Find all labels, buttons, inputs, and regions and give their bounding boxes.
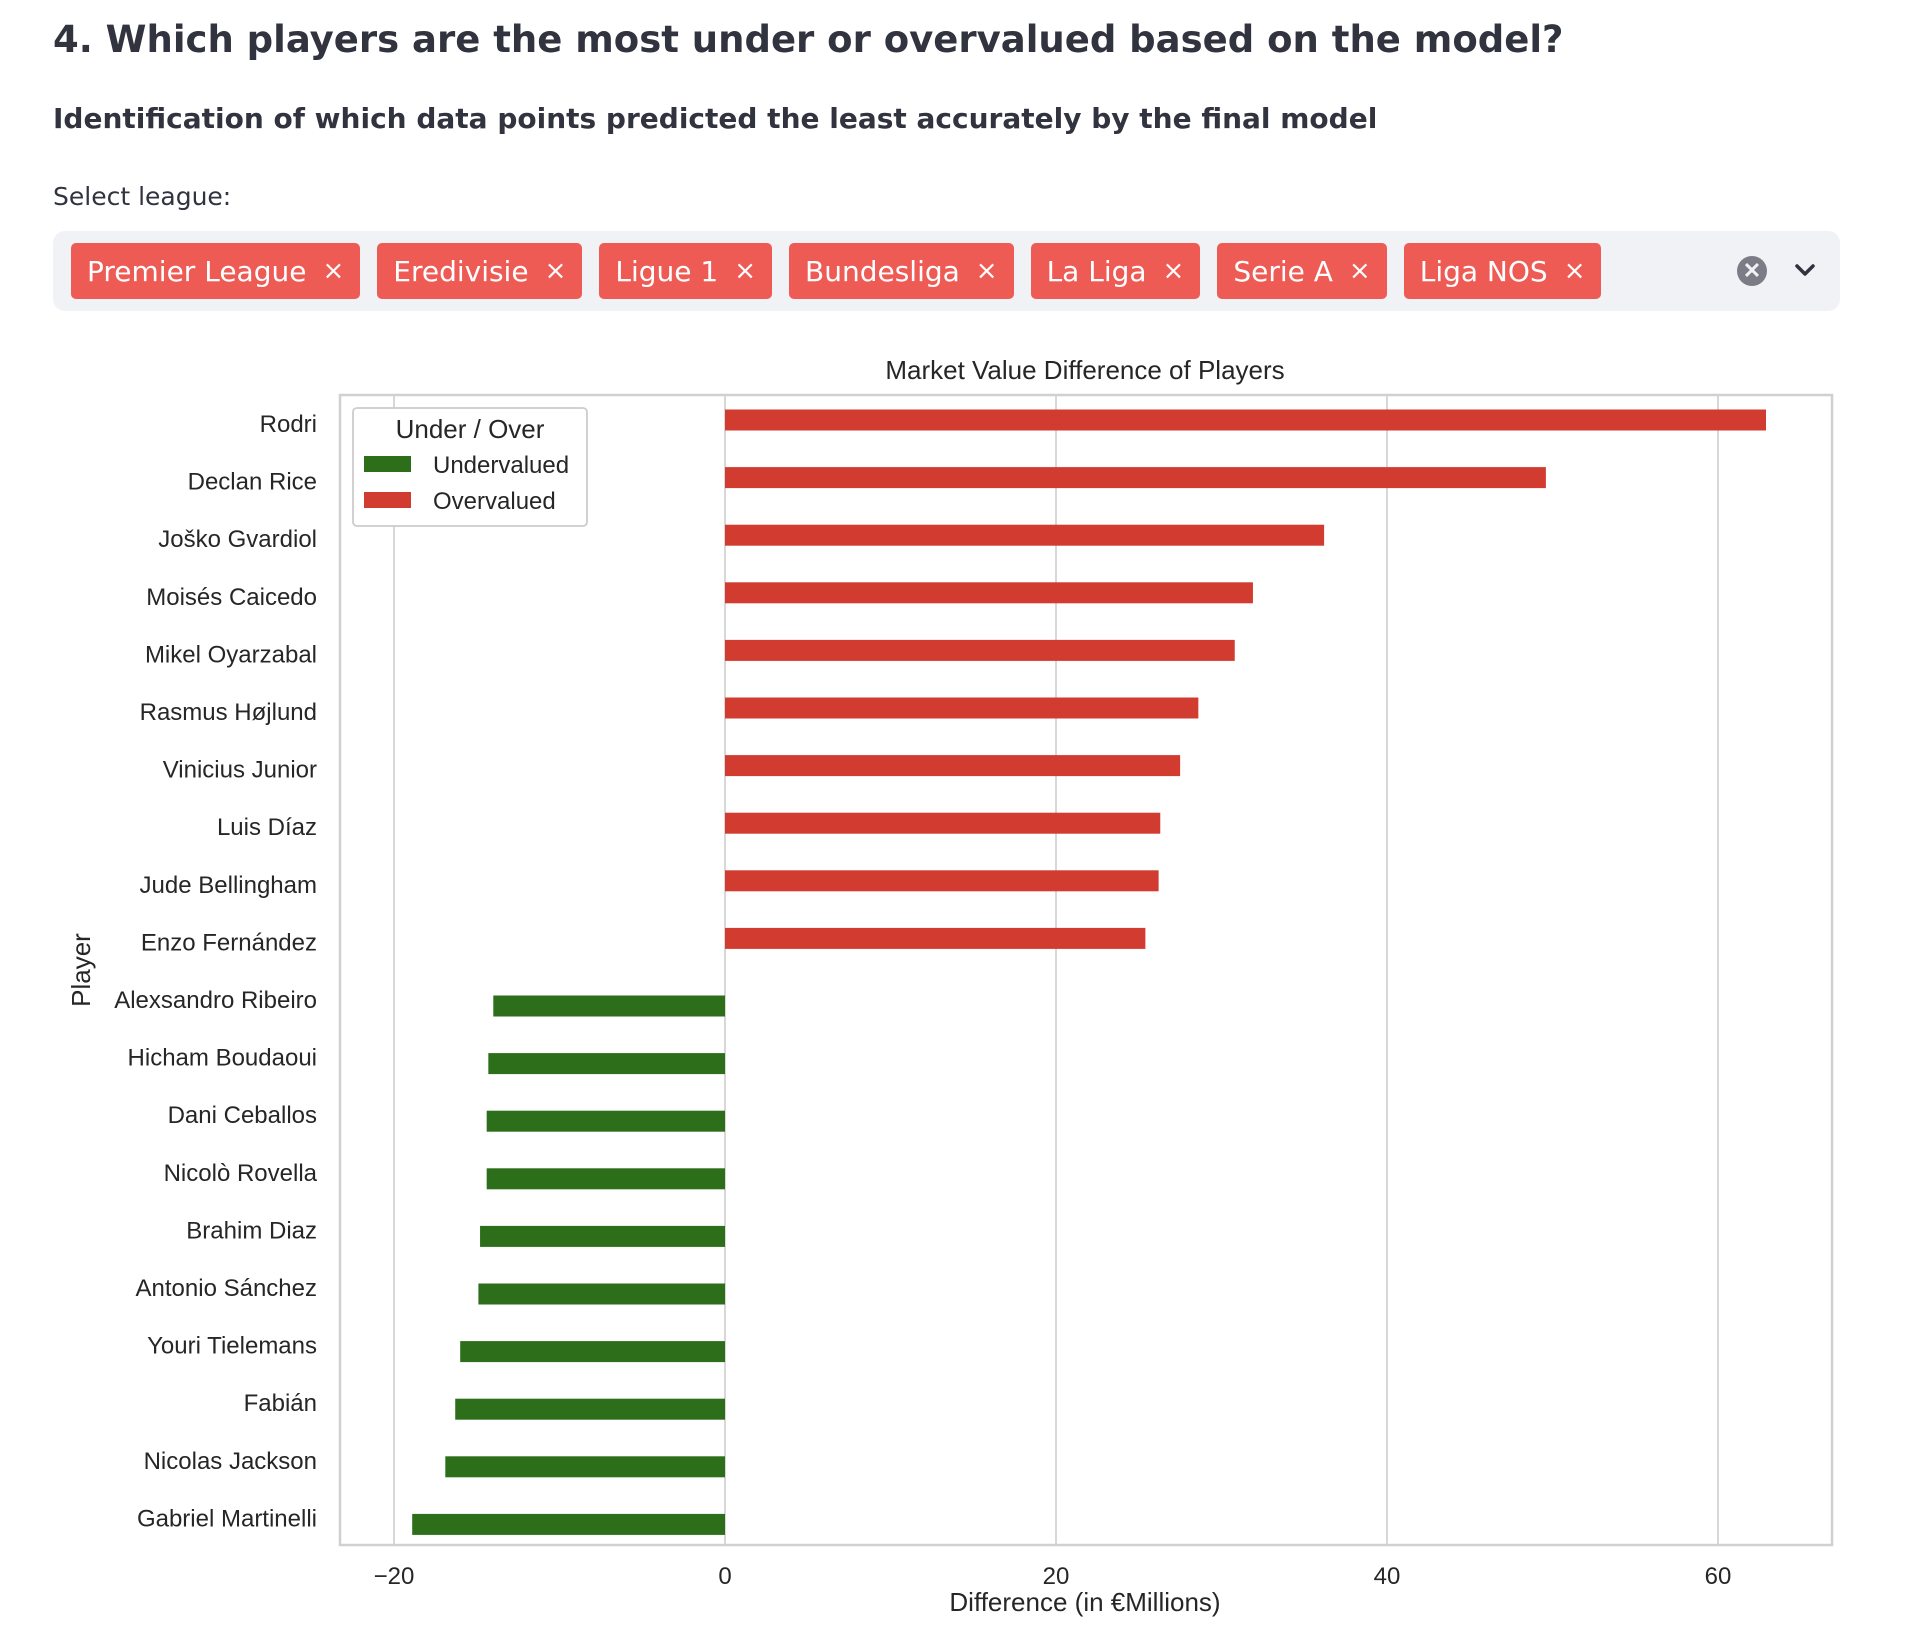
- x-axis-label: Difference (in €Millions): [949, 1587, 1220, 1617]
- market-value-difference-chart: −20 0 20 40 60 Rodri Declan Rice Joško Gvardiol…: [66, 355, 1834, 1617]
- y-axis-label: Player: [66, 933, 96, 1007]
- y-tick-label: Dani Ceballos: [168, 1102, 317, 1129]
- y-tick-label: Vinicius Junior: [163, 757, 317, 784]
- y-tick-label: Gabriel Martinelli: [137, 1505, 317, 1532]
- y-tick-label: Jude Bellingham: [140, 872, 317, 899]
- bar-overvalued: [725, 812, 1161, 834]
- remove-tag-icon[interactable]: ×: [322, 256, 345, 286]
- x-tick-label: 0: [718, 1563, 731, 1590]
- selected-league-tags: Premier League × Eredivisie × Ligue 1 × Bundes…: [71, 243, 1602, 299]
- league-tag-label: Ligue 1: [615, 254, 719, 288]
- bar-undervalued: [486, 1168, 725, 1190]
- bar-overvalued: [725, 755, 1181, 777]
- bar-undervalued: [412, 1513, 725, 1535]
- remove-tag-icon[interactable]: ×: [1348, 256, 1371, 286]
- league-tag: Ligue 1 ×: [599, 243, 772, 299]
- bar-undervalued: [455, 1398, 725, 1420]
- league-tag-label: Eredivisie: [393, 254, 529, 288]
- bar-undervalued: [493, 995, 725, 1017]
- chevron-down-icon[interactable]: [1783, 249, 1827, 293]
- y-tick-label: Enzo Fernández: [141, 929, 317, 956]
- league-tag-label: Premier League: [87, 254, 307, 288]
- bar-undervalued: [445, 1456, 725, 1478]
- legend-title: Under / Over: [396, 414, 545, 444]
- bar-overvalued: [725, 927, 1146, 949]
- bar-undervalued: [460, 1341, 725, 1363]
- league-tag-label: Bundesliga: [805, 254, 960, 288]
- league-tag: Serie A ×: [1217, 243, 1387, 299]
- x-tick-label: 40: [1374, 1563, 1401, 1590]
- x-tick-label: 60: [1705, 1563, 1732, 1590]
- clear-all-icon[interactable]: ✕: [1737, 256, 1767, 286]
- y-tick-label: Fabián: [244, 1390, 317, 1417]
- bar-undervalued: [486, 1110, 725, 1132]
- page-title: 4. Which players are the most under or o…: [53, 18, 1564, 61]
- league-tag-label: Liga NOS: [1419, 254, 1548, 288]
- y-tick-label: Brahim Diaz: [186, 1217, 317, 1244]
- remove-tag-icon[interactable]: ×: [1563, 256, 1586, 286]
- y-tick-label: Hicham Boudaoui: [128, 1045, 317, 1072]
- remove-tag-icon[interactable]: ×: [734, 256, 756, 286]
- remove-tag-icon[interactable]: ×: [544, 256, 567, 286]
- y-tick-label: Joško Gvardiol: [158, 526, 317, 553]
- bar-overvalued: [725, 524, 1325, 546]
- y-tick-label: Mikel Oyarzabal: [145, 641, 317, 668]
- league-tag-label: Serie A: [1233, 254, 1333, 288]
- bar-overvalued: [725, 467, 1546, 489]
- legend-swatch: [364, 492, 411, 508]
- x-tick-label: 20: [1043, 1563, 1070, 1590]
- bar-overvalued: [725, 639, 1235, 661]
- chart-title: Market Value Difference of Players: [885, 355, 1284, 385]
- y-tick-label: Alexsandro Ribeiro: [114, 987, 317, 1014]
- bar-overvalued: [725, 870, 1159, 892]
- y-tick-label: Declan Rice: [188, 469, 317, 496]
- y-tick-label: Nicolas Jackson: [144, 1448, 317, 1475]
- remove-tag-icon[interactable]: ×: [975, 256, 998, 286]
- legend-entry: Overvalued: [433, 488, 556, 515]
- y-tick-label: Antonio Sánchez: [136, 1275, 317, 1302]
- select-league-label: Select league:: [53, 182, 232, 211]
- y-tick-label: Moisés Caicedo: [146, 584, 317, 611]
- league-tag: Liga NOS ×: [1403, 243, 1602, 299]
- bar-undervalued: [488, 1053, 725, 1075]
- bar-overvalued: [725, 409, 1766, 431]
- legend-swatch: [364, 456, 411, 472]
- bar-overvalued: [725, 582, 1253, 604]
- remove-tag-icon[interactable]: ×: [1162, 256, 1185, 286]
- y-tick-label: Luis Díaz: [217, 814, 317, 841]
- league-tag: Eredivisie ×: [377, 243, 583, 299]
- league-tag-label: La Liga: [1046, 254, 1147, 288]
- y-tick-label: Rodri: [260, 411, 317, 438]
- legend-box: [352, 407, 588, 527]
- bar-overvalued: [725, 697, 1199, 719]
- league-tag: Premier League ×: [71, 243, 361, 299]
- y-tick-label: Nicolò Rovella: [164, 1160, 318, 1187]
- bar-undervalued: [478, 1283, 725, 1305]
- bar-undervalued: [480, 1225, 725, 1247]
- league-multiselect[interactable]: Premier League × Eredivisie × Ligue 1 × Bundes…: [53, 231, 1840, 311]
- x-tick-label: −20: [374, 1563, 415, 1590]
- plot-area: [338, 393, 1834, 1547]
- y-tick-label: Rasmus Højlund: [140, 699, 317, 726]
- league-tag: La Liga ×: [1030, 243, 1201, 299]
- page-subtitle: Identification of which data points pred…: [53, 102, 1378, 135]
- league-tag: Bundesliga ×: [789, 243, 1014, 299]
- legend-entry: Undervalued: [433, 452, 569, 479]
- y-tick-label: Youri Tielemans: [147, 1333, 317, 1360]
